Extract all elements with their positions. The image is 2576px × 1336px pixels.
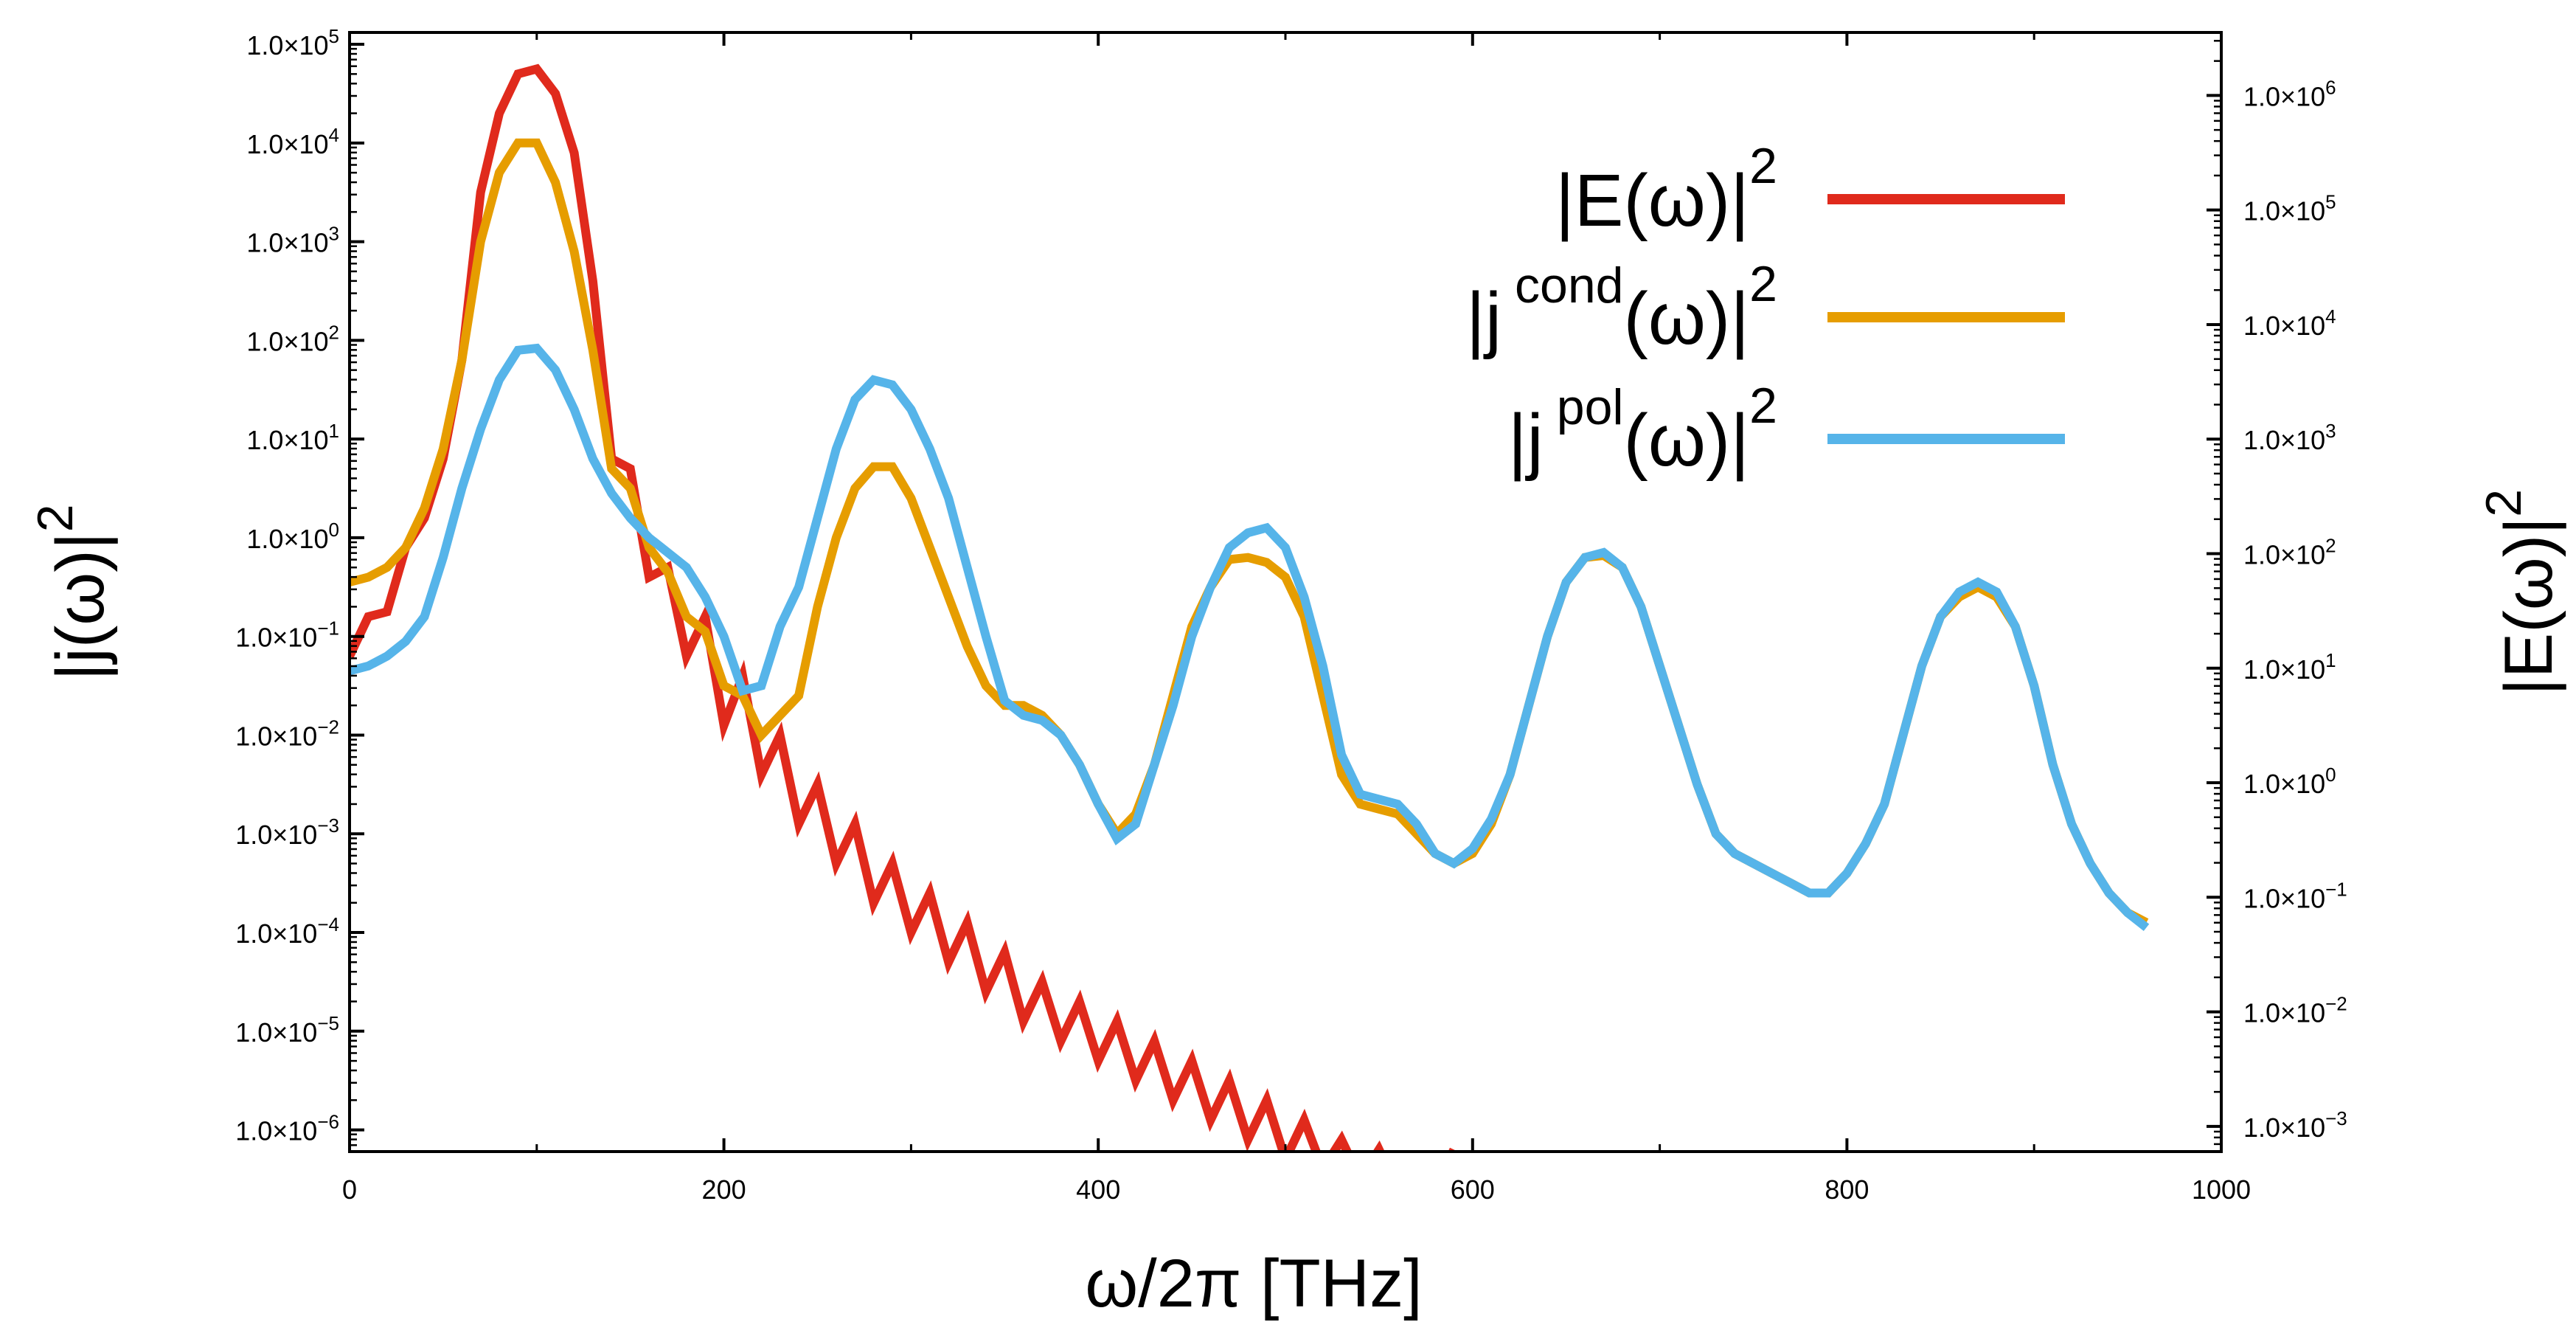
- right-tick-label: 1.0×102: [2243, 534, 2336, 570]
- right-tick-label: 1.0×10−2: [2243, 993, 2347, 1028]
- right-tick-label: 1.0×104: [2243, 305, 2336, 341]
- legend: |E(ω)|2 |j cond(ω)|2 |j pol(ω)|2: [1466, 138, 2065, 482]
- right-tick-label: 1.0×105: [2243, 191, 2336, 226]
- left-tick-label: 1.0×103: [246, 223, 339, 258]
- x-tick-label: 800: [1825, 1174, 1869, 1205]
- series-layer: [350, 63, 2150, 1152]
- x-tick-label: 200: [702, 1174, 746, 1205]
- left-tick-label: 1.0×104: [246, 124, 339, 159]
- right-tick-label: 1.0×100: [2243, 764, 2336, 799]
- x-tick-label: 1000: [2192, 1174, 2251, 1205]
- left-tick-label: 1.0×10−6: [235, 1111, 339, 1146]
- svg-text:|j(ω)|2: |j(ω)|2: [27, 504, 118, 680]
- legend-entry-2: |j pol(ω)|2: [1508, 378, 2065, 482]
- labels-layer: ω/2π [THz] |j(ω)|2 |E(ω)|2: [27, 489, 2566, 1321]
- legend-entry-1: |j cond(ω)|2: [1466, 256, 2065, 360]
- svg-text:|E(ω)|2: |E(ω)|2: [2476, 489, 2566, 696]
- x-tick-label: 0: [342, 1174, 357, 1205]
- y-axis-label-right-exp: 2: [2476, 489, 2532, 517]
- left-tick-label: 1.0×100: [246, 519, 339, 554]
- right-tick-label: 1.0×103: [2243, 420, 2336, 455]
- series-line-2: [350, 343, 2150, 932]
- left-tick-label: 1.0×10−3: [235, 814, 339, 850]
- ticks-layer: 0 200 400 600 800 1000 1.0×105 1.0×104 1.0×103 1.…: [235, 25, 2347, 1205]
- legend-entry-0: |E(ω)|2: [1555, 138, 2065, 242]
- y-axis-label-right-text: |E(ω)|: [2491, 517, 2566, 696]
- left-tick-label: 1.0×105: [246, 25, 339, 60]
- series-line-0: [350, 63, 1458, 1152]
- legend-label: |j cond(ω)|2: [1466, 256, 1777, 360]
- y-axis-label-left-text: |j(ω)|: [43, 532, 118, 680]
- x-tick-label: 400: [1076, 1174, 1120, 1205]
- left-tick-label: 1.0×10−1: [235, 617, 339, 653]
- y-axis-label-left: |j(ω)|2: [27, 504, 118, 680]
- right-tick-label: 1.0×10−3: [2243, 1107, 2347, 1143]
- right-tick-label: 1.0×10−1: [2243, 878, 2347, 913]
- x-tick-label: 600: [1451, 1174, 1495, 1205]
- legend-label: |j pol(ω)|2: [1508, 378, 1777, 482]
- legend-label: |E(ω)|2: [1555, 138, 1777, 242]
- x-axis-label: ω/2π [THz]: [1085, 1246, 1422, 1321]
- left-tick-label: 1.0×10−5: [235, 1012, 339, 1048]
- left-tick-label: 1.0×10−2: [235, 716, 339, 751]
- left-tick-label: 1.0×10−4: [235, 913, 339, 949]
- y-axis-label-right: |E(ω)|2: [2476, 489, 2566, 696]
- left-tick-label: 1.0×102: [246, 321, 339, 356]
- y-axis-label-left-exp: 2: [27, 504, 83, 532]
- right-tick-label: 1.0×101: [2243, 649, 2336, 685]
- left-tick-label: 1.0×101: [246, 420, 339, 455]
- right-tick-label: 1.0×106: [2243, 76, 2336, 111]
